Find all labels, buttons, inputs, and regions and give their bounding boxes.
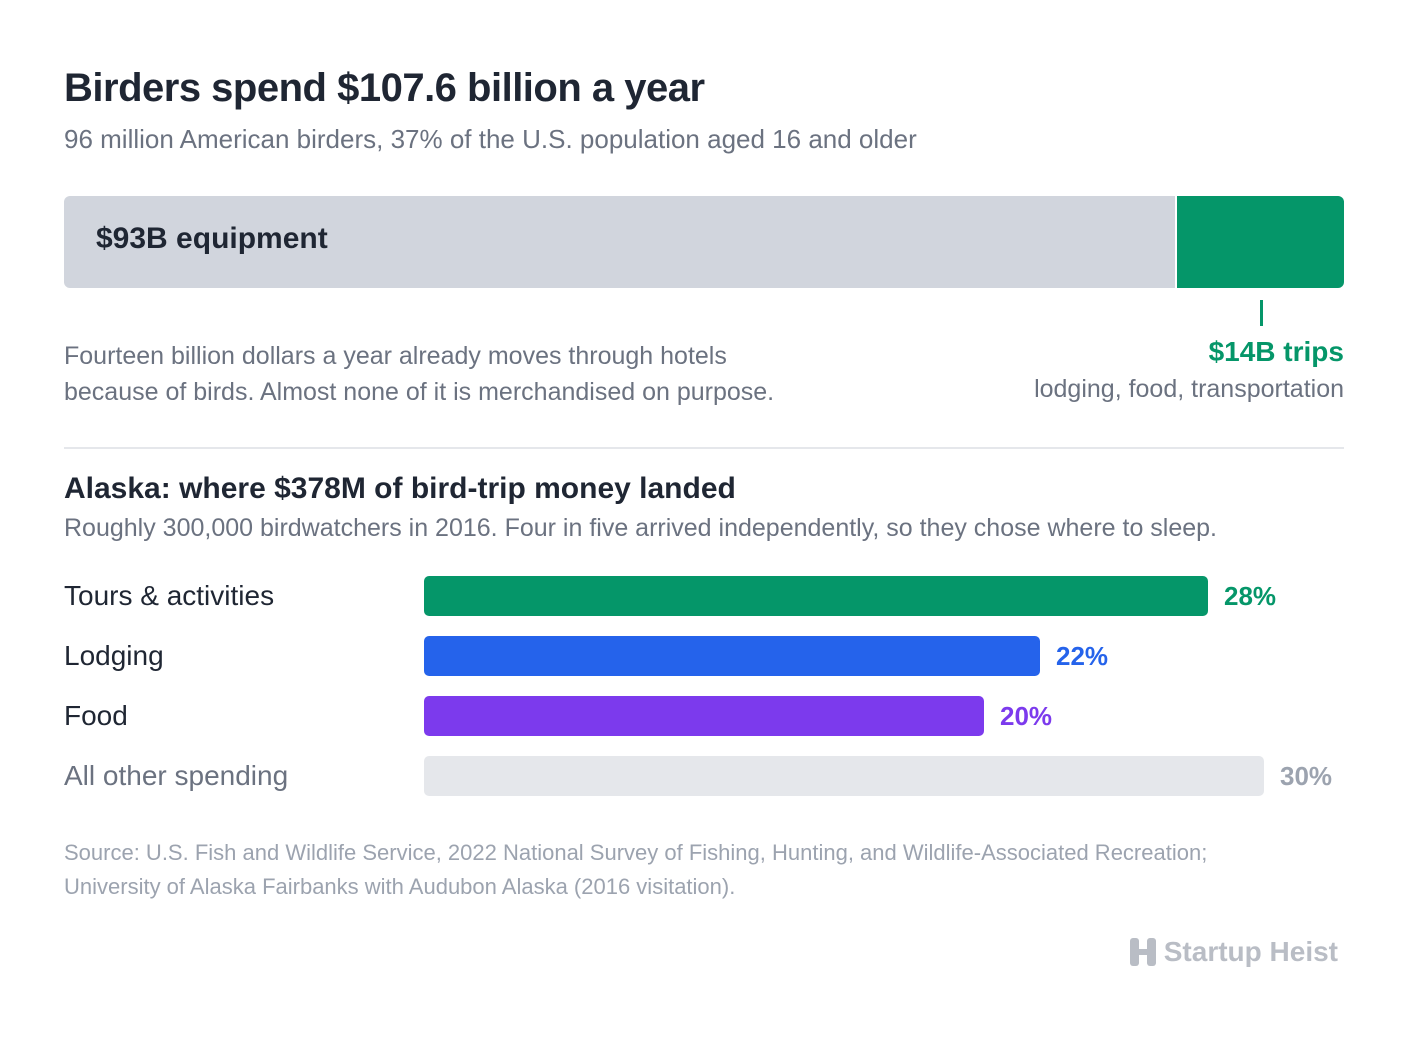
- bar-lodging: [424, 636, 1040, 676]
- chart-subtitle: 96 million American birders, 37% of the …: [64, 124, 917, 154]
- bar-value-tours: 28%: [1224, 581, 1277, 611]
- trips-label: $14B trips: [1208, 336, 1344, 367]
- bar-value-lodging: 22%: [1056, 641, 1109, 671]
- bar-value-other: 30%: [1280, 761, 1333, 791]
- chart-title: Birders spend $107.6 billion a year: [64, 66, 705, 110]
- bar-label-other: All other spending: [64, 760, 289, 791]
- annotation-line-2: because of birds. Almost none of it is m…: [64, 378, 775, 406]
- section-divider: [64, 447, 1344, 449]
- trips-callout-tick: [1259, 300, 1263, 326]
- bar-label-food: Food: [64, 700, 128, 731]
- bar-label-tours: Tours & activities: [64, 580, 275, 611]
- brand-name: Startup Heist: [1163, 936, 1338, 967]
- trips-segment: [1177, 196, 1344, 288]
- source-note: Source: U.S. Fish and Wildlife Service, …: [64, 836, 1207, 904]
- equipment-segment: [64, 196, 1175, 288]
- bar-tours: [424, 576, 1208, 616]
- alaska-title: Alaska: where $378M of bird-trip money l…: [64, 472, 736, 505]
- total-spend-bar: [64, 196, 1344, 288]
- annotation-line-1: Fourteen billion dollars a year already …: [64, 342, 727, 370]
- annotation-note: Fourteen billion dollars a year already …: [64, 338, 774, 410]
- bar-food: [424, 696, 984, 736]
- bar-label-lodging: Lodging: [64, 640, 164, 671]
- equipment-label: $93B equipment: [96, 222, 328, 255]
- building-h-icon: [1129, 938, 1156, 966]
- brand-logo: Startup Heist: [1129, 936, 1338, 968]
- bar-other: [424, 756, 1264, 796]
- source-line-2: University of Alaska Fairbanks with Audu…: [64, 874, 736, 899]
- bar-value-food: 20%: [1000, 701, 1053, 731]
- alaska-subtitle: Roughly 300,000 birdwatchers in 2016. Fo…: [64, 514, 1218, 542]
- trips-sublabel: lodging, food, transportation: [1034, 375, 1344, 403]
- source-line-1: Source: U.S. Fish and Wildlife Service, …: [64, 840, 1208, 865]
